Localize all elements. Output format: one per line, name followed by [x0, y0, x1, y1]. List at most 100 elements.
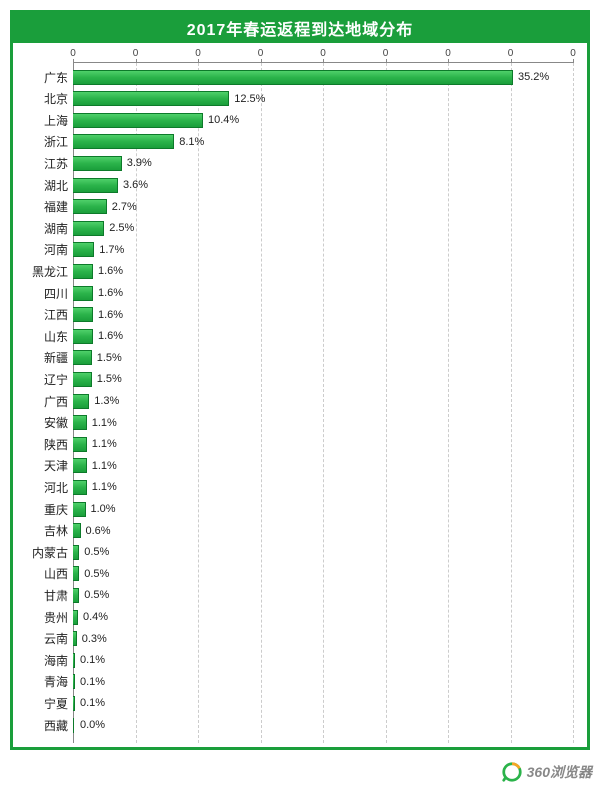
browser-logo-icon [501, 761, 523, 783]
bar-row: 河南1.7% [73, 240, 573, 260]
bar-row: 山东1.6% [73, 326, 573, 346]
bar-row: 西藏0.0% [73, 715, 573, 735]
category-label: 青海 [8, 673, 68, 690]
value-label: 0.1% [80, 654, 105, 666]
chart-frame: 2017年春运返程到达地域分布 000000000 广东35.2%北京12.5%… [10, 10, 590, 750]
category-label: 河北 [8, 479, 68, 496]
bar-row: 浙江8.1% [73, 132, 573, 152]
value-label: 35.2% [518, 71, 549, 83]
category-label: 海南 [8, 652, 68, 669]
category-label: 云南 [8, 630, 68, 647]
value-label: 1.1% [92, 438, 117, 450]
category-label: 广西 [8, 393, 68, 410]
bar [73, 610, 78, 625]
brand-logo-text: 360浏览器 [527, 762, 592, 782]
value-label: 1.1% [92, 417, 117, 429]
brand-logo: 360浏览器 [501, 761, 592, 783]
bar [73, 415, 87, 430]
bar-row: 广东35.2% [73, 67, 573, 87]
category-label: 黑龙江 [8, 263, 68, 280]
bar-row: 贵州0.4% [73, 607, 573, 627]
category-label: 天津 [8, 457, 68, 474]
bar [73, 502, 86, 517]
bar-row: 辽宁1.5% [73, 369, 573, 389]
grid-line [573, 63, 574, 743]
category-label: 四川 [8, 285, 68, 302]
category-label: 江苏 [8, 155, 68, 172]
category-label: 湖南 [8, 220, 68, 237]
bar [73, 653, 75, 668]
bar-row: 重庆1.0% [73, 499, 573, 519]
category-label: 广东 [8, 69, 68, 86]
bar [73, 566, 79, 581]
bar [73, 178, 118, 193]
top-axis-tick-label: 0 [195, 48, 201, 59]
value-label: 1.7% [99, 244, 124, 256]
chart-title: 2017年春运返程到达地域分布 [187, 16, 414, 40]
value-label: 1.6% [98, 330, 123, 342]
category-label: 福建 [8, 198, 68, 215]
bar [73, 350, 92, 365]
bar-row: 新疆1.5% [73, 348, 573, 368]
value-label: 1.6% [98, 287, 123, 299]
value-label: 0.0% [80, 719, 105, 731]
bar-row: 湖北3.6% [73, 175, 573, 195]
bar-row: 上海10.4% [73, 110, 573, 130]
title-bar: 2017年春运返程到达地域分布 [13, 13, 587, 43]
top-axis-tick-label: 0 [383, 48, 389, 59]
value-label: 0.5% [84, 568, 109, 580]
value-label: 8.1% [179, 136, 204, 148]
bar-row: 宁夏0.1% [73, 693, 573, 713]
bar [73, 718, 74, 733]
bar-row: 安徽1.1% [73, 413, 573, 433]
bar [73, 221, 104, 236]
category-label: 河南 [8, 241, 68, 258]
value-label: 1.1% [92, 460, 117, 472]
category-label: 上海 [8, 112, 68, 129]
value-label: 3.9% [127, 157, 152, 169]
category-label: 山东 [8, 328, 68, 345]
bar [73, 156, 122, 171]
value-label: 1.5% [97, 352, 122, 364]
category-label: 湖北 [8, 177, 68, 194]
bar-row: 天津1.1% [73, 456, 573, 476]
value-label: 0.5% [84, 589, 109, 601]
bar-row: 青海0.1% [73, 672, 573, 692]
top-axis-tick-label: 0 [445, 48, 451, 59]
bar [73, 696, 75, 711]
value-label: 1.0% [91, 503, 116, 515]
bar-row: 内蒙古0.5% [73, 542, 573, 562]
bar [73, 199, 107, 214]
bar-row: 河北1.1% [73, 477, 573, 497]
bar-row: 吉林0.6% [73, 521, 573, 541]
value-label: 12.5% [234, 93, 265, 105]
bar [73, 286, 93, 301]
value-label: 1.5% [97, 373, 122, 385]
value-label: 0.3% [82, 633, 107, 645]
category-label: 安徽 [8, 414, 68, 431]
category-label: 辽宁 [8, 371, 68, 388]
bar [73, 113, 203, 128]
top-axis-tick-label: 0 [258, 48, 264, 59]
top-axis-tick-label: 0 [508, 48, 514, 59]
bar [73, 674, 75, 689]
bar [73, 372, 92, 387]
bar-row: 黑龙江1.6% [73, 261, 573, 281]
top-axis-tick-label: 0 [70, 48, 76, 59]
bar-row: 四川1.6% [73, 283, 573, 303]
bar-row: 云南0.3% [73, 629, 573, 649]
plot-area: 广东35.2%北京12.5%上海10.4%浙江8.1%江苏3.9%湖北3.6%福… [73, 63, 573, 743]
bar-row: 甘肃0.5% [73, 585, 573, 605]
bar [73, 458, 87, 473]
value-label: 10.4% [208, 114, 239, 126]
value-label: 0.4% [83, 611, 108, 623]
value-label: 3.6% [123, 179, 148, 191]
bar-row: 海南0.1% [73, 650, 573, 670]
bar-row: 北京12.5% [73, 89, 573, 109]
bar-row: 山西0.5% [73, 564, 573, 584]
bar [73, 264, 93, 279]
top-x-axis: 000000000 [73, 47, 573, 63]
category-label: 重庆 [8, 501, 68, 518]
category-label: 山西 [8, 565, 68, 582]
value-label: 2.5% [109, 222, 134, 234]
